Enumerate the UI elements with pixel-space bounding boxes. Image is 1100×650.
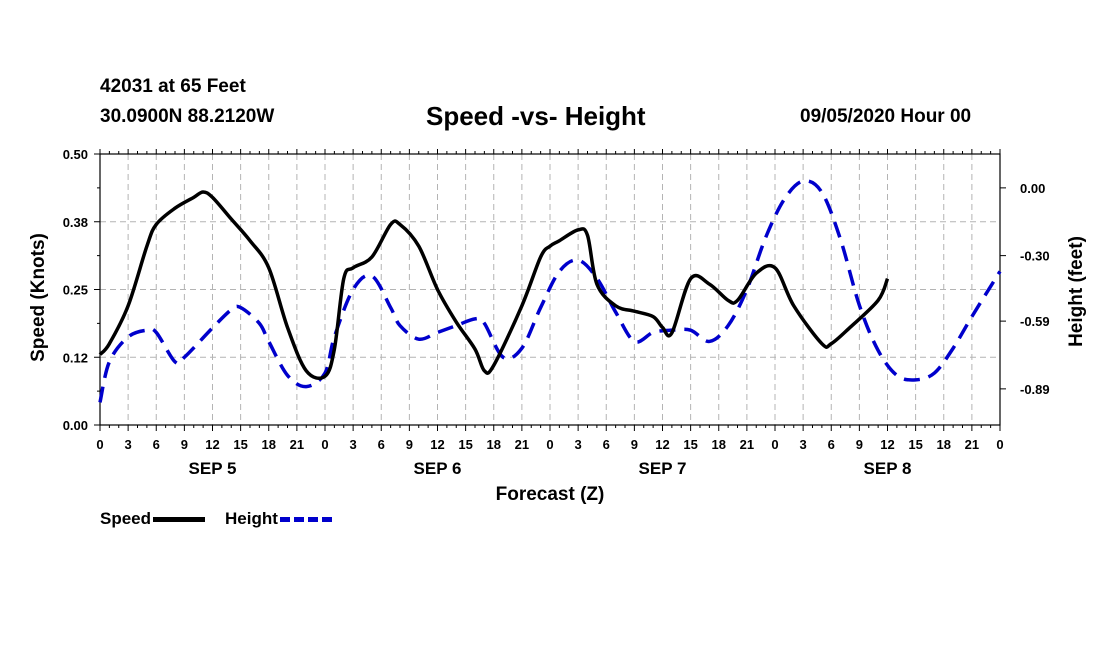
x-axis-tick-label: 15 [458, 437, 472, 452]
x-axis-tick-label: 15 [233, 437, 247, 452]
legend-height-label: Height [225, 509, 278, 528]
height-series-line [98, 179, 1002, 403]
x-axis-tick-label: 18 [712, 437, 726, 452]
right-axis-tick-label: -0.59 [1020, 314, 1050, 329]
right-axis-title: Height (feet) [1066, 236, 1087, 347]
left-axis-tick-label: 0.12 [63, 350, 88, 365]
x-axis-tick-label: 15 [908, 437, 922, 452]
x-axis-tick-label: 6 [378, 437, 385, 452]
x-axis-tick-label: 9 [631, 437, 638, 452]
station-label: 42031 at 65 Feet [100, 76, 246, 97]
x-axis-tick-label: 0 [96, 437, 103, 452]
x-axis-tick-label: 0 [321, 437, 328, 452]
x-axis-tick-label: 21 [740, 437, 754, 452]
x-axis-tick-label: 9 [406, 437, 413, 452]
day-label: SEP 5 [189, 459, 237, 478]
x-axis-tick-label: 18 [487, 437, 501, 452]
x-axis-title: Forecast (Z) [496, 484, 605, 505]
x-axis-tick-label: 3 [800, 437, 807, 452]
left-axis-tick-label: 0.50 [63, 147, 88, 162]
x-axis-tick-label: 0 [996, 437, 1003, 452]
chart-title: Speed -vs- Height [426, 101, 646, 131]
x-axis-tick-label: 18 [262, 437, 276, 452]
day-label: SEP 6 [414, 459, 462, 478]
x-axis-tick-label: 9 [181, 437, 188, 452]
legend-speed-label: Speed [100, 509, 152, 528]
left-axis-tick-label: 0.38 [63, 215, 88, 230]
x-axis-tick-label: 3 [350, 437, 357, 452]
speed-series-line [98, 190, 890, 380]
x-axis-tick-label: 12 [655, 437, 669, 452]
day-label: SEP 7 [639, 459, 687, 478]
x-axis-tick-label: 6 [828, 437, 835, 452]
x-axis-tick-label: 0 [771, 437, 778, 452]
legend-item-height: Height [225, 509, 332, 529]
x-axis-tick-label: 6 [153, 437, 160, 452]
x-axis-tick-label: 9 [856, 437, 863, 452]
right-axis-tick-label: -0.89 [1020, 382, 1050, 397]
legend-height-swatch [279, 516, 332, 522]
x-axis-tick-label: 21 [965, 437, 979, 452]
day-label: SEP 8 [864, 459, 912, 478]
x-axis-tick-label: 12 [880, 437, 894, 452]
x-axis-tick-label: 3 [125, 437, 132, 452]
forecast-datetime: 09/05/2020 Hour 00 [800, 106, 972, 127]
left-axis-tick-label: 0.25 [63, 283, 88, 298]
x-axis-tick-label: 21 [290, 437, 304, 452]
right-axis-tick-label: -0.30 [1020, 249, 1050, 264]
x-axis-tick-label: 12 [430, 437, 444, 452]
legend-item-speed: Speed [100, 509, 206, 529]
legend-speed-swatch [153, 516, 206, 522]
coordinates-label: 30.0900N 88.2120W [100, 106, 275, 127]
x-axis-tick-label: 18 [937, 437, 951, 452]
x-axis-tick-label: 0 [546, 437, 553, 452]
left-axis-tick-label: 0.00 [63, 418, 88, 433]
x-axis-tick-label: 6 [603, 437, 610, 452]
x-axis-tick-label: 12 [205, 437, 219, 452]
x-axis-tick-label: 21 [515, 437, 529, 452]
right-axis-tick-label: 0.00 [1020, 181, 1045, 196]
x-axis-tick-label: 3 [575, 437, 582, 452]
x-axis-tick-label: 15 [683, 437, 697, 452]
left-axis-title: Speed (Knots) [28, 233, 49, 362]
legend: Speed Height [100, 509, 352, 529]
